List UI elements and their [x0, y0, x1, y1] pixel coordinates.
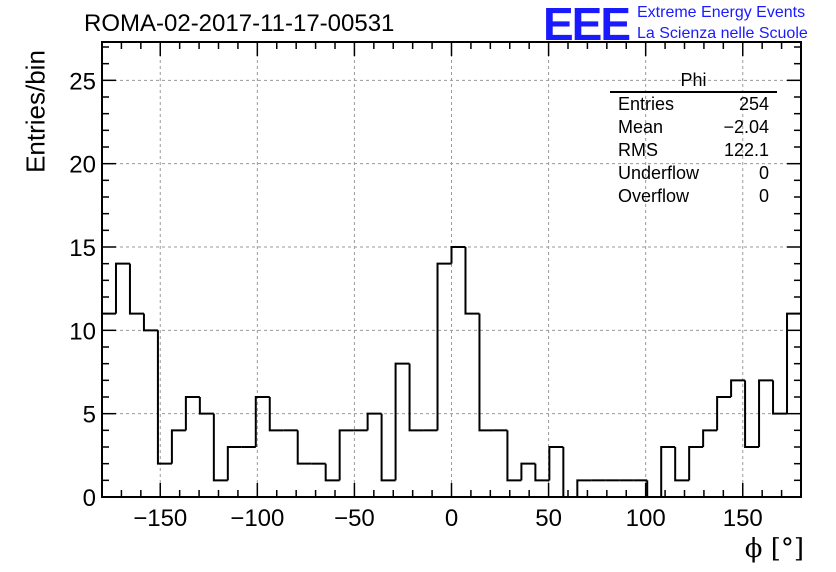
histogram-bin	[366, 412, 382, 431]
logo-line-1: Extreme Energy Events	[637, 4, 806, 21]
histogram-bin	[450, 246, 466, 264]
histogram-bin	[716, 396, 732, 431]
histogram-bin	[660, 446, 676, 497]
histogram-bin	[730, 379, 746, 397]
histogram-bin	[758, 379, 774, 447]
histogram-bin	[674, 447, 690, 482]
histogram-bin	[408, 363, 424, 432]
x-tick-label: −100	[230, 505, 284, 532]
histogram-bin	[198, 397, 214, 415]
histogram-bin	[380, 413, 396, 482]
stats-row-underflow: Underflow 0	[610, 162, 777, 185]
stats-box: Phi Entries 254 Mean −2.04 RMS 122.1 Und…	[610, 70, 777, 208]
histogram-bin	[324, 463, 340, 482]
histogram-bin	[534, 463, 550, 482]
tick-labels: −150 −100 −50 0 50 100 150 0 5 10 15 20 25	[69, 68, 762, 532]
stats-box-title: Phi	[610, 70, 777, 93]
histogram-bin	[156, 330, 172, 465]
histogram-bin	[212, 413, 228, 482]
histogram-bin	[226, 446, 242, 481]
histogram-bin	[688, 446, 704, 481]
x-tick-label: 100	[626, 505, 666, 532]
histogram-bin	[268, 397, 284, 432]
histogram-bin	[128, 263, 144, 315]
x-tick-label: 50	[535, 505, 562, 532]
stats-value: 0	[758, 186, 769, 206]
stats-label: Overflow	[618, 186, 690, 206]
histogram-bin	[394, 362, 410, 481]
eee-logo: EEE	[543, 0, 631, 50]
histogram-bin	[184, 396, 200, 431]
stats-label: Mean	[618, 117, 664, 137]
x-axis-label: ϕ [°]	[744, 534, 804, 564]
histogram-bin	[548, 446, 564, 481]
histogram-series	[101, 63, 802, 498]
y-tick-label: 10	[69, 318, 96, 345]
histogram-bin	[436, 262, 452, 431]
histogram-bin	[142, 313, 158, 332]
histogram-bin	[646, 480, 662, 498]
histogram-bin	[254, 396, 270, 447]
y-tick-label: 5	[83, 402, 96, 429]
histogram-bin	[744, 380, 760, 448]
x-tick-label: −150	[133, 505, 187, 532]
histogram-bin	[702, 429, 718, 447]
histogram-bin	[101, 312, 116, 497]
stats-row-entries: Entries 254	[610, 93, 777, 116]
y-tick-label: 15	[69, 235, 96, 262]
stats-label: Entries	[618, 94, 675, 114]
histogram-bin	[338, 429, 354, 481]
axis-ticks	[102, 42, 801, 498]
stats-value: 254	[738, 94, 769, 114]
histogram-bin	[478, 313, 494, 432]
stats-row-mean: Mean −2.04	[610, 116, 777, 139]
histogram-bin	[562, 447, 578, 498]
histogram-bin	[506, 430, 522, 482]
y-tick-label: 25	[69, 68, 96, 95]
histogram-bin	[520, 462, 536, 481]
x-tick-label: −50	[334, 505, 375, 532]
chart-title: ROMA-02-2017-11-17-00531	[84, 10, 395, 37]
x-tick-label: 0	[445, 505, 458, 532]
stats-row-overflow: Overflow 0	[610, 185, 777, 208]
x-tick-label: 150	[723, 505, 763, 532]
y-tick-label: 0	[83, 485, 96, 512]
histogram-bin	[296, 430, 312, 465]
logo-line-2: La Scienza nelle Scuole	[637, 25, 808, 42]
histogram-bin	[576, 479, 592, 497]
stats-value: 122.1	[723, 140, 769, 160]
y-tick-label: 20	[69, 152, 96, 179]
histogram-bin	[464, 247, 480, 315]
stats-value: 0	[758, 163, 769, 183]
y-axis-label: Entries/bin	[20, 50, 51, 173]
histogram-bin	[170, 429, 186, 464]
stats-label: RMS	[618, 140, 658, 160]
grid-lines	[102, 42, 801, 497]
histogram-bin	[114, 262, 130, 314]
histogram-bin	[772, 380, 788, 415]
stats-label: Underflow	[618, 163, 700, 183]
stats-value: −2.04	[723, 117, 769, 137]
stats-row-rms: RMS 122.1	[610, 139, 777, 162]
